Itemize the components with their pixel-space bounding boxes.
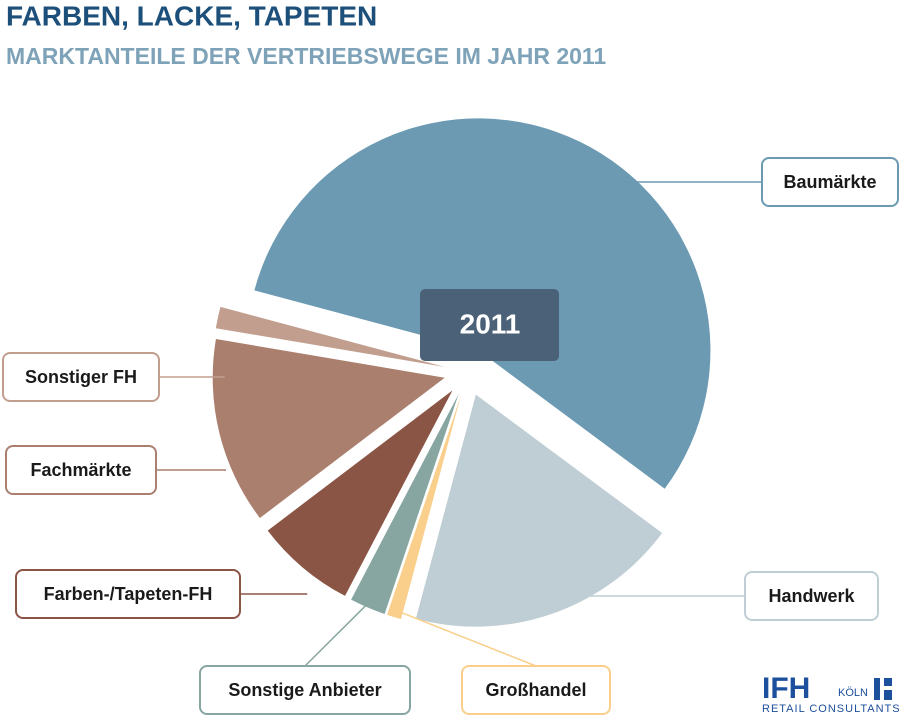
label-box [761,157,899,207]
leader-line [395,609,537,667]
logo: IFH KÖLN RETAIL CONSULTANTS [762,672,900,715]
slice-label: Fachmärkte [30,460,131,480]
label-box [5,445,157,495]
label-box [461,665,611,715]
leader-line [304,600,371,667]
logo-name: IFH [762,672,810,705]
chart-title: FARBEN, LACKE, TAPETEN [6,0,377,31]
slice [351,394,459,614]
slice [387,394,462,620]
logo-icon [884,690,892,700]
slice [215,306,445,367]
labels: Baumärkte Handwerk Großhandel Sonstige Anbi… [2,157,899,715]
pie [212,118,711,627]
slice-label: Sonstiger FH [25,367,137,387]
center-label: 2011 [460,308,521,339]
logo-icon [884,678,892,686]
slice [267,390,453,596]
logo-city: KÖLN [838,687,868,699]
slice-label: Großhandel [485,680,586,700]
slice-label: Farben-/Tapeten-FH [44,584,213,604]
label-box [15,569,241,619]
center-box [420,289,559,361]
logo-icon [874,678,880,700]
slice [415,394,663,627]
slice-label: Sonstige Anbieter [228,680,381,700]
chart-subtitle: MARKTANTEILE DER VERTRIEBSWEGE IM JAHR 2… [6,43,606,69]
slice-label: Baumärkte [783,172,876,192]
slice-label: Handwerk [768,586,855,606]
logo-tagline: RETAIL CONSULTANTS [762,703,900,715]
label-box [2,352,160,402]
label-box [199,665,411,715]
slice [212,339,445,518]
label-box [744,571,879,621]
